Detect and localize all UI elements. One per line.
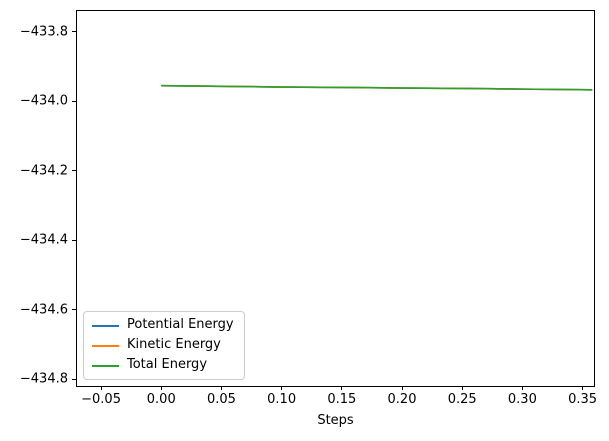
y-tick-label: −434.6: [19, 302, 68, 318]
y-tick-mark: [72, 239, 76, 241]
y-tick-mark: [72, 378, 76, 380]
x-tick-mark: [100, 386, 102, 390]
x-tick-label: 0.20: [387, 392, 417, 407]
x-tick-label: 0.10: [267, 392, 297, 407]
legend-label-total-energy: Total Energy: [127, 357, 208, 373]
total-energy-line-icon: [92, 364, 119, 367]
x-tick-mark: [341, 386, 343, 390]
legend: Potential Energy Kinetic Energy Total En…: [83, 311, 245, 380]
x-tick-label: 0.25: [447, 392, 477, 407]
y-tick-mark: [72, 309, 76, 311]
y-tick-mark: [72, 100, 76, 102]
y-tick-label: −434.8: [19, 371, 68, 387]
x-tick-label: −0.05: [81, 392, 121, 407]
y-tick-label: −434.0: [19, 93, 68, 109]
kinetic-energy-line-icon: [92, 344, 119, 347]
data-lines: [161, 84, 593, 91]
legend-label-kinetic-energy: Kinetic Energy: [127, 337, 221, 353]
x-tick-mark: [461, 386, 463, 390]
legend-item-potential-energy: Potential Energy: [92, 317, 234, 333]
y-tick-mark: [72, 170, 76, 172]
y-tick-label: −434.2: [19, 163, 68, 179]
plot-area: Potential Energy Kinetic Energy Total En…: [76, 10, 595, 387]
legend-item-total-energy: Total Energy: [92, 357, 234, 373]
x-tick-mark: [160, 386, 162, 390]
legend-label-potential-energy: Potential Energy: [127, 317, 234, 333]
x-tick-mark: [582, 386, 584, 390]
x-tick-mark: [220, 386, 222, 390]
potential-energy-line-icon: [92, 324, 119, 327]
x-tick-label: 0.00: [146, 392, 176, 407]
y-tick-label: −434.4: [19, 232, 68, 248]
x-tick-label: 0.15: [327, 392, 357, 407]
x-tick-mark: [281, 386, 283, 390]
y-tick-mark: [72, 31, 76, 33]
x-tick-mark: [521, 386, 523, 390]
x-tick-mark: [401, 386, 403, 390]
y-tick-label: −433.8: [19, 24, 68, 40]
total-energy-line: [161, 84, 593, 91]
x-axis-label: Steps: [317, 413, 354, 428]
legend-item-kinetic-energy: Kinetic Energy: [92, 337, 234, 353]
x-tick-label: 0.35: [568, 392, 598, 407]
x-tick-label: 0.05: [206, 392, 236, 407]
x-tick-label: 0.30: [507, 392, 537, 407]
